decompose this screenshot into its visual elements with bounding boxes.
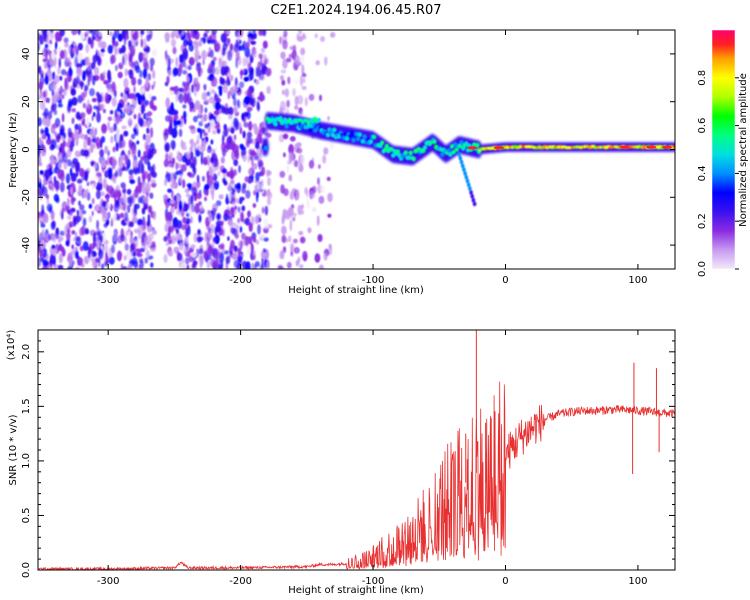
snr-panel: -300 -200 -100 0 100 0.0 0.5 1.0 1.5 2.0 Height … <box>6 329 676 596</box>
colorbar-ticks: 0.0 0.2 0.4 0.6 0.8 <box>697 70 739 277</box>
x-tick-label: 0 <box>502 576 508 587</box>
snr-y-multiplier: (x10⁴) <box>6 330 17 361</box>
x-tick-label: 100 <box>628 576 647 587</box>
spectrogram-y-axis-label: Frequency (Hz) <box>8 112 19 188</box>
y-tick-label: 0.5 <box>21 508 32 524</box>
x-tick-label: 100 <box>628 275 647 286</box>
snr-x-ticks: -300 -200 -100 0 100 <box>97 330 647 587</box>
x-tick-label: 0 <box>502 275 508 286</box>
y-tick-label: 0.0 <box>21 562 32 578</box>
snr-frame <box>37 329 676 571</box>
noise-speckle <box>38 30 336 269</box>
colorbar-tick-label: 0.4 <box>697 165 708 181</box>
signal-ridge-peak <box>467 145 673 150</box>
snr-y-axis-label: SNR (10 * v/v) <box>8 414 19 485</box>
snr-series-line <box>38 381 675 570</box>
colorbar-tick-label: 0.0 <box>697 261 708 277</box>
spectrogram-y-ticks: -40 -20 0 20 40 <box>21 48 675 253</box>
y-tick-label: 1.5 <box>21 398 32 414</box>
spectrogram-x-ticks: -300 -200 -100 0 100 <box>97 30 647 286</box>
y-tick-label: -20 <box>21 189 32 205</box>
snr-x-axis-label: Height of straight line (km) <box>288 585 424 596</box>
snr-y-ticks: 0.0 0.5 1.0 1.5 2.0 <box>21 340 675 578</box>
y-tick-label: -40 <box>21 237 32 253</box>
y-tick-label: 40 <box>21 48 32 61</box>
spectrogram-heatmap <box>38 30 675 269</box>
x-tick-label: -300 <box>97 275 120 286</box>
colorbar: 0.0 0.2 0.4 0.6 0.8 Normalized spectral ampl… <box>697 29 749 277</box>
y-tick-label: 2.0 <box>21 344 32 360</box>
colorbar-tick-label: 0.2 <box>697 213 708 229</box>
snr-line-layer <box>38 330 675 570</box>
colorbar-tick-label: 0.6 <box>697 118 708 134</box>
colorbar-tick-label: 0.8 <box>697 70 708 86</box>
colorbar-frame <box>711 29 736 270</box>
colorbar-gradient <box>712 30 735 269</box>
y-tick-label: 0 <box>21 146 32 152</box>
x-tick-label: -200 <box>229 275 252 286</box>
x-tick-label: -300 <box>97 576 120 587</box>
x-tick-label: -200 <box>229 576 252 587</box>
spectrogram-x-axis-label: Height of straight line (km) <box>288 285 424 296</box>
y-tick-label: 20 <box>21 95 32 108</box>
colorbar-label: Normalized spectral amplitude <box>738 73 749 227</box>
y-tick-label: 1.0 <box>21 453 32 469</box>
chart-title: C2E1.2024.194.06.45.R07 <box>270 3 441 18</box>
x-tick-label: -100 <box>362 576 385 587</box>
x-tick-label: -100 <box>362 275 385 286</box>
